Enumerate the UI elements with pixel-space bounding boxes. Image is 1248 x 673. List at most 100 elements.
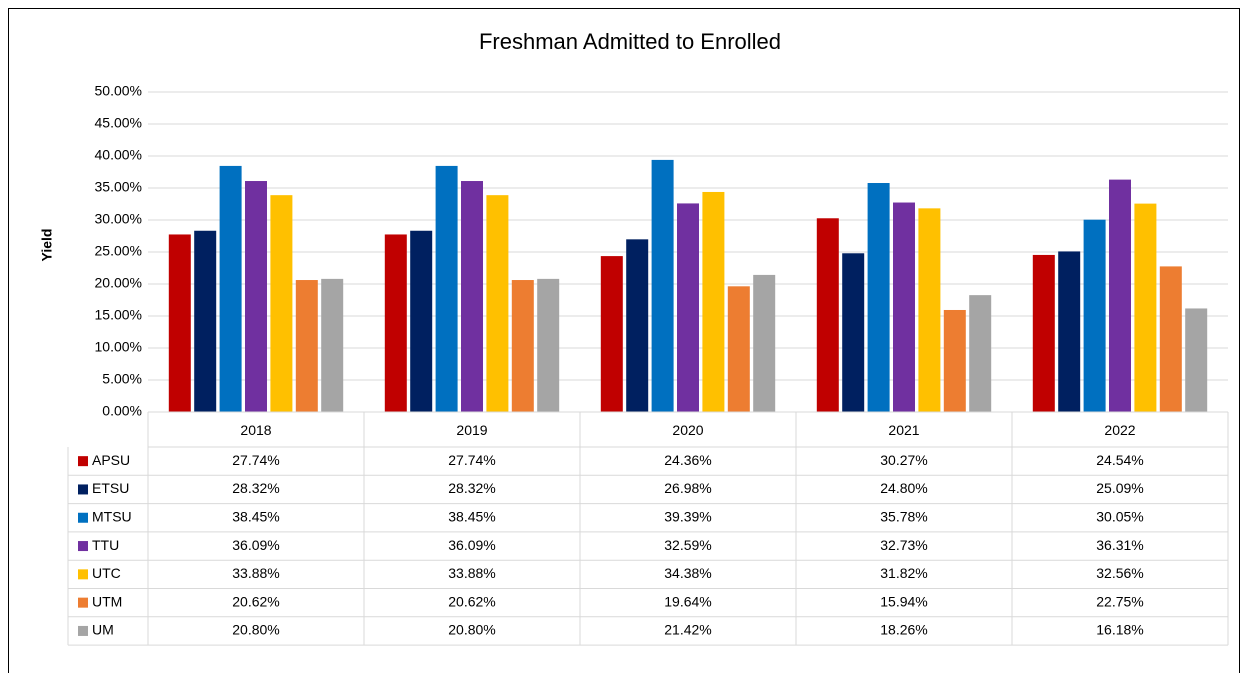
bar bbox=[295, 280, 318, 412]
bar bbox=[867, 183, 890, 412]
table-value: 20.80% bbox=[232, 622, 279, 638]
table-value: 26.98% bbox=[664, 480, 711, 496]
table-value: 33.88% bbox=[448, 565, 495, 581]
bar bbox=[194, 230, 217, 412]
x-tick-label: 2018 bbox=[240, 422, 271, 438]
table-value: 20.80% bbox=[448, 622, 495, 638]
bar bbox=[677, 203, 699, 412]
bar bbox=[537, 278, 560, 412]
table-value: 15.94% bbox=[880, 593, 927, 609]
table-value: 21.42% bbox=[664, 622, 711, 638]
table-value: 32.56% bbox=[1096, 565, 1143, 581]
bar bbox=[410, 230, 433, 412]
table-value: 18.26% bbox=[880, 622, 927, 638]
legend-label: UM bbox=[92, 622, 114, 638]
table-value: 33.88% bbox=[232, 565, 279, 581]
legend-swatch bbox=[78, 569, 88, 580]
y-tick-label: 20.00% bbox=[95, 275, 142, 291]
legend-label: ETSU bbox=[92, 480, 129, 496]
table-value: 20.62% bbox=[232, 593, 279, 609]
bar bbox=[893, 202, 915, 412]
bar bbox=[1159, 266, 1182, 412]
legend-swatch bbox=[78, 625, 88, 636]
y-tick-label: 10.00% bbox=[95, 339, 142, 355]
table-value: 34.38% bbox=[664, 565, 711, 581]
legend-swatch bbox=[78, 597, 88, 608]
bar bbox=[384, 234, 407, 412]
y-tick-label: 35.00% bbox=[95, 179, 142, 195]
bar bbox=[1185, 308, 1208, 412]
table-value: 22.75% bbox=[1096, 593, 1143, 609]
y-tick-label: 5.00% bbox=[102, 371, 142, 387]
bar bbox=[600, 256, 623, 412]
table-value: 24.54% bbox=[1096, 452, 1143, 468]
x-tick-label: 2022 bbox=[1104, 422, 1135, 438]
legend-label: MTSU bbox=[92, 508, 132, 524]
bar bbox=[727, 286, 750, 412]
table-value: 32.59% bbox=[664, 537, 711, 553]
x-tick-label: 2021 bbox=[888, 422, 919, 438]
y-tick-label: 40.00% bbox=[95, 147, 142, 163]
table-value: 38.45% bbox=[232, 508, 279, 524]
table-value: 24.36% bbox=[664, 452, 711, 468]
table-value: 28.32% bbox=[232, 480, 279, 496]
table-value: 16.18% bbox=[1096, 622, 1143, 638]
table-value: 30.05% bbox=[1096, 508, 1143, 524]
bar bbox=[1032, 254, 1055, 412]
table-value: 35.78% bbox=[880, 508, 927, 524]
x-tick-label: 2020 bbox=[672, 422, 703, 438]
y-tick-label: 30.00% bbox=[95, 211, 142, 227]
table-value: 36.31% bbox=[1096, 537, 1143, 553]
y-axis-label: Yield bbox=[39, 229, 55, 262]
table-value: 30.27% bbox=[880, 452, 927, 468]
bar bbox=[918, 208, 941, 412]
table-value: 31.82% bbox=[880, 565, 927, 581]
bar bbox=[1134, 203, 1157, 412]
table-value: 28.32% bbox=[448, 480, 495, 496]
bar bbox=[270, 195, 293, 412]
legend-label: UTC bbox=[92, 565, 121, 581]
bar bbox=[753, 274, 776, 412]
table-value: 38.45% bbox=[448, 508, 495, 524]
bar bbox=[511, 280, 534, 412]
table-value: 36.09% bbox=[448, 537, 495, 553]
table-value: 24.80% bbox=[880, 480, 927, 496]
table-value: 25.09% bbox=[1096, 480, 1143, 496]
bar bbox=[168, 234, 191, 412]
bar bbox=[969, 295, 992, 412]
table-value: 19.64% bbox=[664, 593, 711, 609]
legend-swatch bbox=[78, 484, 88, 495]
bar bbox=[1058, 251, 1081, 412]
chart-title: Freshman Admitted to Enrolled bbox=[479, 29, 781, 54]
legend-label: UTM bbox=[92, 593, 122, 609]
table-value: 20.62% bbox=[448, 593, 495, 609]
table-value: 27.74% bbox=[232, 452, 279, 468]
bar bbox=[435, 165, 458, 412]
y-tick-label: 50.00% bbox=[95, 83, 142, 99]
legend-label: APSU bbox=[92, 452, 130, 468]
bar bbox=[1083, 219, 1106, 412]
bar bbox=[245, 181, 267, 412]
bar bbox=[321, 278, 344, 412]
bar bbox=[816, 218, 839, 412]
bar bbox=[219, 165, 242, 412]
y-tick-label: 25.00% bbox=[95, 243, 142, 259]
legend-swatch bbox=[78, 541, 88, 552]
table-value: 32.73% bbox=[880, 537, 927, 553]
bar bbox=[702, 191, 725, 412]
bar bbox=[1109, 179, 1131, 412]
bar bbox=[943, 309, 966, 412]
bar bbox=[461, 181, 483, 412]
x-tick-label: 2019 bbox=[456, 422, 487, 438]
legend-swatch bbox=[78, 512, 88, 523]
legend-swatch bbox=[78, 456, 88, 467]
legend-label: TTU bbox=[92, 537, 119, 553]
table-value: 27.74% bbox=[448, 452, 495, 468]
y-tick-label: 15.00% bbox=[95, 307, 142, 323]
y-tick-label: 0.00% bbox=[102, 403, 142, 419]
chart-frame bbox=[8, 8, 1240, 673]
bar bbox=[486, 195, 509, 412]
table-value: 39.39% bbox=[664, 508, 711, 524]
y-tick-label: 45.00% bbox=[95, 115, 142, 131]
